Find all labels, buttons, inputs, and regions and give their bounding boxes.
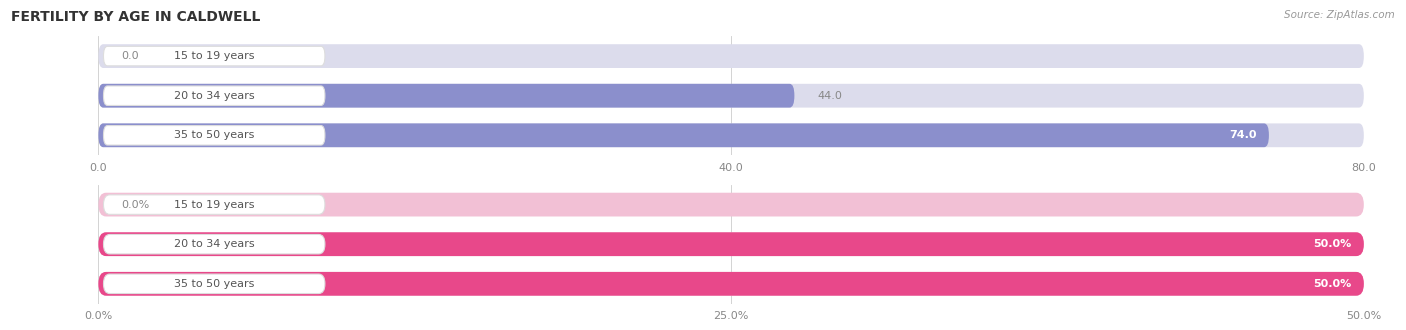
Text: 44.0: 44.0	[817, 91, 842, 101]
FancyBboxPatch shape	[98, 272, 1364, 296]
Text: 0.0: 0.0	[121, 51, 139, 61]
FancyBboxPatch shape	[98, 84, 1364, 108]
FancyBboxPatch shape	[98, 232, 1364, 256]
FancyBboxPatch shape	[98, 272, 1364, 296]
FancyBboxPatch shape	[98, 123, 1268, 147]
FancyBboxPatch shape	[98, 232, 1364, 256]
FancyBboxPatch shape	[104, 234, 325, 254]
Text: 35 to 50 years: 35 to 50 years	[174, 279, 254, 289]
FancyBboxPatch shape	[104, 195, 325, 214]
Text: 15 to 19 years: 15 to 19 years	[174, 51, 254, 61]
FancyBboxPatch shape	[98, 44, 1364, 68]
Text: 35 to 50 years: 35 to 50 years	[174, 130, 254, 140]
FancyBboxPatch shape	[98, 123, 1364, 147]
Text: Source: ZipAtlas.com: Source: ZipAtlas.com	[1284, 10, 1395, 20]
FancyBboxPatch shape	[104, 86, 325, 106]
Text: 0.0%: 0.0%	[121, 200, 149, 210]
FancyBboxPatch shape	[104, 46, 325, 66]
FancyBboxPatch shape	[104, 125, 325, 145]
Text: 74.0: 74.0	[1229, 130, 1257, 140]
Text: 20 to 34 years: 20 to 34 years	[174, 91, 254, 101]
Text: 15 to 19 years: 15 to 19 years	[174, 200, 254, 210]
FancyBboxPatch shape	[98, 193, 1364, 216]
FancyBboxPatch shape	[104, 274, 325, 294]
Text: 20 to 34 years: 20 to 34 years	[174, 239, 254, 249]
Text: 50.0%: 50.0%	[1313, 279, 1351, 289]
Text: FERTILITY BY AGE IN CALDWELL: FERTILITY BY AGE IN CALDWELL	[11, 10, 260, 24]
FancyBboxPatch shape	[98, 84, 794, 108]
Text: 50.0%: 50.0%	[1313, 239, 1351, 249]
